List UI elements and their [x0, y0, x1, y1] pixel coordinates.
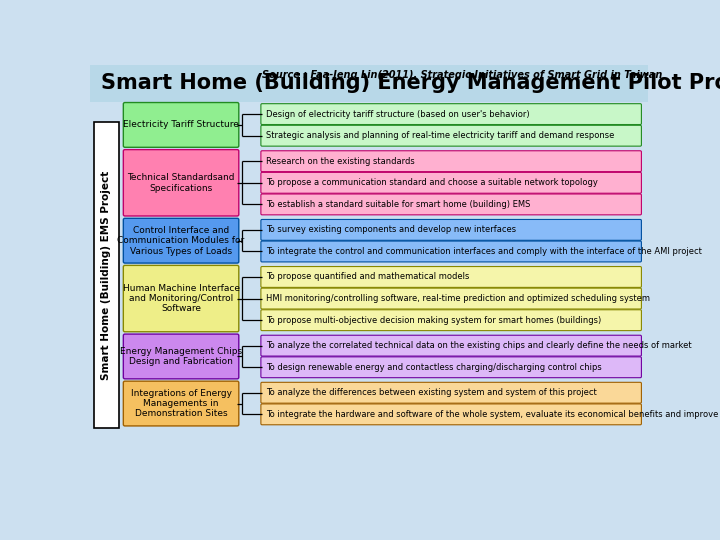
Text: To propose quantified and mathematical models: To propose quantified and mathematical m… [266, 273, 469, 281]
Text: Energy Management Chips
Design and Fabrication: Energy Management Chips Design and Fabri… [120, 347, 242, 366]
Text: Source : Faa-Jeng Lin(2011). Strategic Initiatives of Smart Grid in Taiwan: Source : Faa-Jeng Lin(2011). Strategic I… [262, 70, 662, 80]
FancyBboxPatch shape [261, 357, 642, 377]
FancyBboxPatch shape [261, 194, 642, 215]
Text: To design renewable energy and contactless charging/discharging control chips: To design renewable energy and contactle… [266, 363, 602, 372]
Text: Smart Home (Building) Energy Management Pilot Project: Smart Home (Building) Energy Management … [101, 73, 720, 93]
FancyBboxPatch shape [123, 381, 239, 426]
Text: HMI monitoring/controlling software, real-time prediction and optimized scheduli: HMI monitoring/controlling software, rea… [266, 294, 650, 303]
Text: Human Machine Interface
and Monitoring/Control
Software: Human Machine Interface and Monitoring/C… [122, 284, 240, 314]
Text: To propose a communication standard and choose a suitable network topology: To propose a communication standard and … [266, 178, 598, 187]
FancyBboxPatch shape [261, 151, 642, 172]
FancyBboxPatch shape [123, 218, 239, 263]
Text: To integrate the hardware and software of the whole system, evaluate its economi: To integrate the hardware and software o… [266, 410, 720, 419]
Text: To establish a standard suitable for smart home (building) EMS: To establish a standard suitable for sma… [266, 200, 531, 209]
Text: To survey existing components and develop new interfaces: To survey existing components and develo… [266, 225, 516, 234]
FancyBboxPatch shape [261, 404, 642, 425]
FancyBboxPatch shape [123, 265, 239, 332]
FancyBboxPatch shape [123, 103, 239, 147]
FancyBboxPatch shape [123, 150, 239, 216]
Text: Control Interface and
Communication Modules for
Various Types of Loads: Control Interface and Communication Modu… [117, 226, 245, 255]
Text: To analyze the correlated technical data on the existing chips and clearly defin: To analyze the correlated technical data… [266, 341, 691, 350]
FancyBboxPatch shape [261, 288, 642, 309]
FancyBboxPatch shape [261, 241, 642, 262]
FancyBboxPatch shape [261, 335, 642, 356]
Text: Strategic analysis and planning of real-time electricity tariff and demand respo: Strategic analysis and planning of real-… [266, 131, 614, 140]
Text: To analyze the differences between existing system and system of this project: To analyze the differences between exist… [266, 388, 597, 397]
Text: Electricity Tariff Structure: Electricity Tariff Structure [123, 120, 239, 130]
FancyBboxPatch shape [261, 172, 642, 193]
Text: To integrate the control and communication interfaces and comply with the interf: To integrate the control and communicati… [266, 247, 702, 256]
FancyBboxPatch shape [261, 267, 642, 287]
FancyBboxPatch shape [94, 122, 119, 428]
Text: Design of electricity tariff structure (based on user's behavior): Design of electricity tariff structure (… [266, 110, 529, 119]
Text: To propose multi-objective decision making system for smart homes (buildings): To propose multi-objective decision maki… [266, 316, 601, 325]
FancyBboxPatch shape [261, 219, 642, 240]
FancyBboxPatch shape [123, 334, 239, 379]
Text: Technical Standardsand
Specifications: Technical Standardsand Specifications [127, 173, 235, 192]
Text: Smart Home (Building) EMS Project: Smart Home (Building) EMS Project [102, 171, 112, 380]
FancyBboxPatch shape [90, 65, 648, 102]
Text: Integrations of Energy
Managements in
Demonstration Sites: Integrations of Energy Managements in De… [130, 389, 232, 419]
FancyBboxPatch shape [261, 382, 642, 403]
FancyBboxPatch shape [261, 310, 642, 330]
FancyBboxPatch shape [261, 104, 642, 125]
Text: Research on the existing standards: Research on the existing standards [266, 157, 415, 166]
FancyBboxPatch shape [261, 125, 642, 146]
